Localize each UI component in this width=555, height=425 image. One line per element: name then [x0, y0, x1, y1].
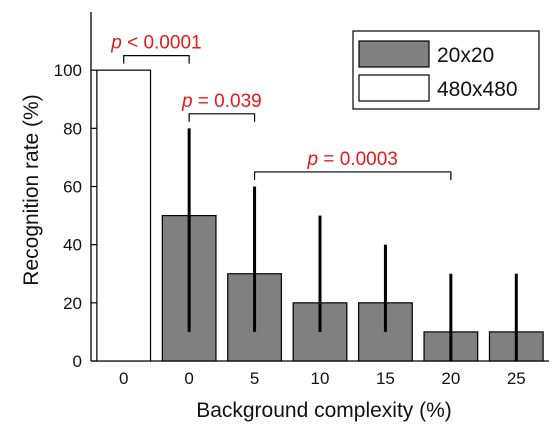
- bar: [96, 69, 152, 362]
- y-tick-label: 100: [54, 61, 82, 80]
- x-tick-label: 10: [311, 369, 330, 388]
- significance-bracket: [188, 113, 256, 122]
- significance-bracket: [123, 55, 190, 64]
- y-tick-label: 40: [63, 236, 82, 255]
- significance-brackets: p < 0.0001 p = 0.039 p = 0.0003: [110, 33, 452, 180]
- legend-label: 480x480: [437, 78, 518, 101]
- x-tick-label: 25: [507, 369, 526, 388]
- error-bars: [187, 128, 518, 361]
- x-tick-label: 0: [119, 369, 128, 388]
- y-axis-label: Recognition rate (%): [20, 94, 43, 285]
- y-tick-label: 80: [63, 119, 82, 138]
- x-axis-label: Background complexity (%): [196, 399, 452, 422]
- x-tick-label: 0: [184, 369, 193, 388]
- legend-label: 20x20: [437, 44, 494, 67]
- y-tick-label: 0: [73, 352, 82, 371]
- legend-swatch: [358, 40, 430, 68]
- y-tick-label: 60: [63, 178, 82, 197]
- x-tick-label: 5: [250, 369, 259, 388]
- x-tick-label: 15: [376, 369, 395, 388]
- tick-labels: 0 20 40 60 80 100 0 0 5 10 15 20 25: [54, 61, 526, 388]
- legend: 20x20 480x480: [352, 30, 540, 110]
- legend-swatch: [358, 74, 430, 102]
- p-value-label: p < 0.0001: [110, 33, 201, 54]
- x-tick-label: 20: [441, 369, 460, 388]
- y-tick-label: 20: [63, 294, 82, 313]
- p-value-label: p = 0.0003: [307, 149, 398, 170]
- p-value-label: p = 0.039: [181, 91, 262, 112]
- significance-bracket: [253, 171, 452, 180]
